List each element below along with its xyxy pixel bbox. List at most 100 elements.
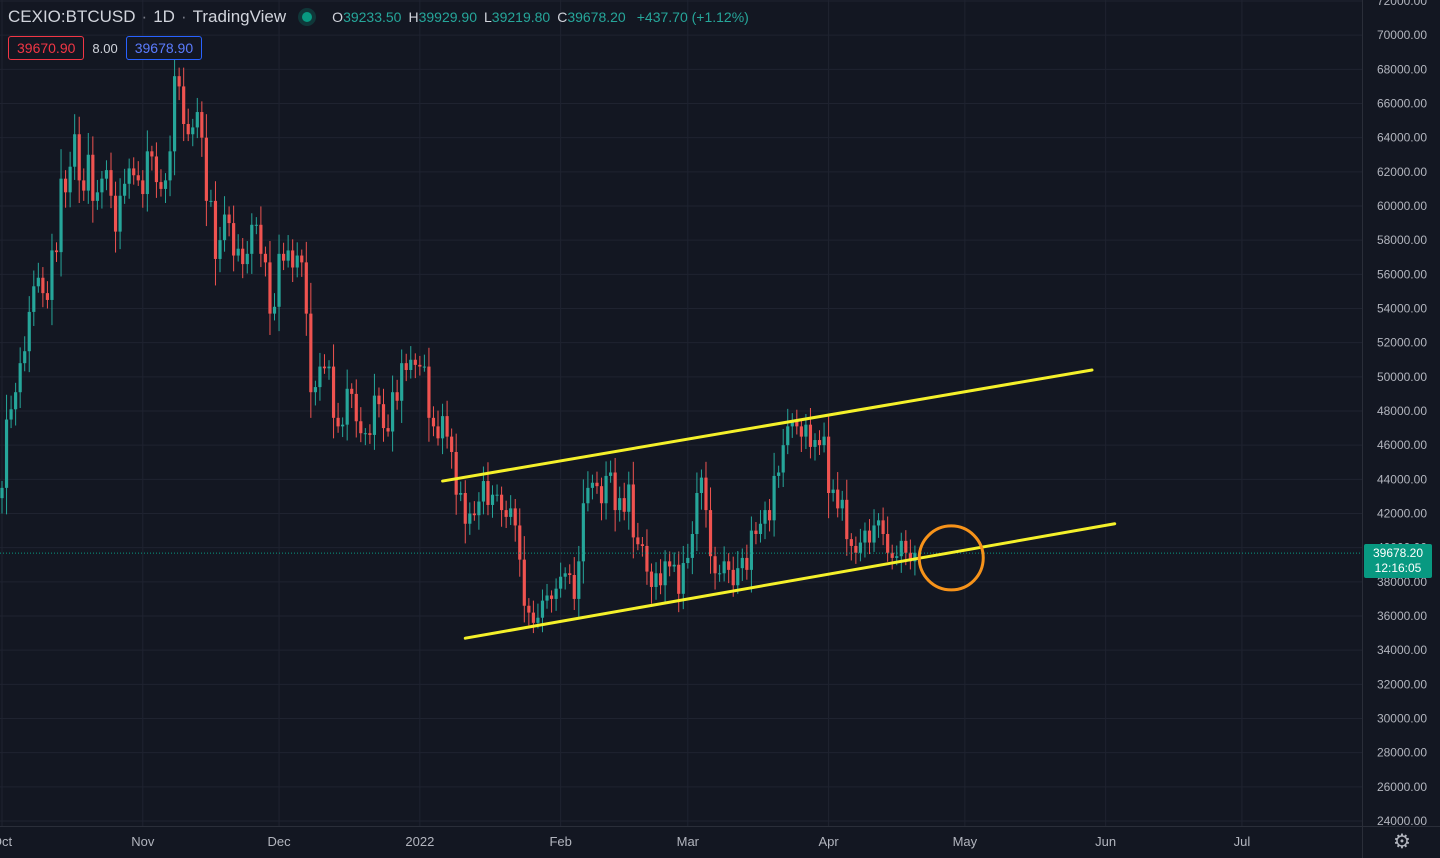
candle-body <box>132 168 136 176</box>
y-tick-label: 52000.00 <box>1377 336 1427 350</box>
candle-body <box>904 540 908 553</box>
candle-body <box>136 175 140 181</box>
x-tick-label: Feb <box>549 834 571 849</box>
candle-body <box>477 501 481 516</box>
candle-body <box>118 195 122 232</box>
y-tick-label: 64000.00 <box>1377 131 1427 145</box>
y-tick-label: 28000.00 <box>1377 746 1427 760</box>
candle-body <box>295 255 299 268</box>
spread-value: 8.00 <box>92 40 118 56</box>
candle-body <box>613 472 617 511</box>
candle-body <box>418 364 422 367</box>
candle-body <box>540 600 545 618</box>
candle-body <box>163 180 168 189</box>
candle-body <box>182 86 186 124</box>
breakdown-highlight-circle[interactable] <box>917 524 985 592</box>
y-tick-label: 50000.00 <box>1377 370 1427 384</box>
y-tick-label: 32000.00 <box>1377 677 1427 691</box>
y-tick-label: 34000.00 <box>1377 643 1427 657</box>
candle-body <box>168 151 172 181</box>
candle-body <box>599 486 604 504</box>
candle-body <box>309 313 313 393</box>
candle-body <box>336 417 340 427</box>
candle-body <box>191 127 195 135</box>
candle-body <box>604 475 608 504</box>
candle-body <box>104 170 109 179</box>
y-tick-label: 36000.00 <box>1377 609 1427 623</box>
candle-body <box>913 552 917 562</box>
candle-body <box>695 493 699 534</box>
candle-body <box>749 530 753 570</box>
candle-body <box>500 494 504 511</box>
y-tick-label: 48000.00 <box>1377 404 1427 418</box>
y-tick-label: 70000.00 <box>1377 28 1427 42</box>
candle-body <box>427 366 431 418</box>
candle-body <box>640 544 644 546</box>
channel-upper-trendline[interactable] <box>441 368 1094 483</box>
candle-body <box>586 487 590 504</box>
candle-body <box>767 510 772 521</box>
candle-body <box>195 112 199 128</box>
candle-body <box>509 508 513 517</box>
candle-body <box>886 534 890 553</box>
candle-body <box>831 489 835 493</box>
candle-body <box>91 154 95 201</box>
candle-body <box>481 481 486 502</box>
candle-body <box>68 166 72 193</box>
candle-body <box>795 421 799 427</box>
candle-body <box>9 409 13 420</box>
candle-body <box>18 363 22 393</box>
candle-body <box>422 366 426 368</box>
market-open-indicator-icon <box>302 12 313 22</box>
candle-body <box>704 477 708 511</box>
gear-icon[interactable]: ⚙ <box>1393 831 1411 853</box>
ohlc-values: O39233.50 H39929.90 L39219.80 C39678.20 … <box>332 9 749 25</box>
candle-body <box>536 617 540 623</box>
x-tick-label: Jul <box>1234 834 1251 849</box>
candle-body <box>908 552 912 562</box>
candle-body <box>881 520 885 534</box>
y-tick-label: 30000.00 <box>1377 712 1427 726</box>
candle-body <box>854 545 858 553</box>
candle-body <box>504 510 508 517</box>
candle-body <box>431 417 436 427</box>
candle-body <box>899 540 903 557</box>
legend-separator: · <box>180 7 187 26</box>
candle-body <box>350 388 354 394</box>
candle-body <box>377 395 381 405</box>
sell-button[interactable]: 39670.90 <box>8 36 85 60</box>
interval-label[interactable]: 1D <box>153 7 175 26</box>
candle-body <box>32 286 36 312</box>
candle-body <box>631 484 635 538</box>
candle-body <box>813 440 817 447</box>
candle-body <box>686 557 690 564</box>
y-tick-label: 62000.00 <box>1377 165 1427 179</box>
y-tick-label: 26000.00 <box>1377 780 1427 794</box>
candle-body <box>745 557 749 570</box>
candle-body <box>213 200 218 259</box>
candle-body <box>754 530 758 534</box>
x-tick-label: Dec <box>267 834 291 849</box>
candle-body <box>840 499 844 509</box>
candle-body <box>590 482 595 488</box>
candle-body <box>386 428 390 432</box>
candle-body <box>736 568 740 586</box>
y-tick-label: 68000.00 <box>1377 62 1427 76</box>
channel-lower-trendline[interactable] <box>463 522 1117 640</box>
candle-body <box>141 180 145 195</box>
candle-body <box>404 363 408 370</box>
candle-body <box>804 424 808 437</box>
candle-body <box>513 508 517 526</box>
candle-body <box>372 395 377 435</box>
buy-button[interactable]: 39678.90 <box>125 36 203 60</box>
candle-body <box>636 537 640 545</box>
candle-body <box>786 426 790 446</box>
symbol-legend: CEXIO:BTCUSD · 1D · TradingView O39233.5… <box>8 7 749 27</box>
symbol-name[interactable]: CEXIO:BTCUSD <box>8 7 136 26</box>
candle-body <box>95 192 99 201</box>
candle-body <box>300 255 304 263</box>
x-tick-label: May <box>953 834 978 849</box>
candle-body <box>345 388 349 425</box>
